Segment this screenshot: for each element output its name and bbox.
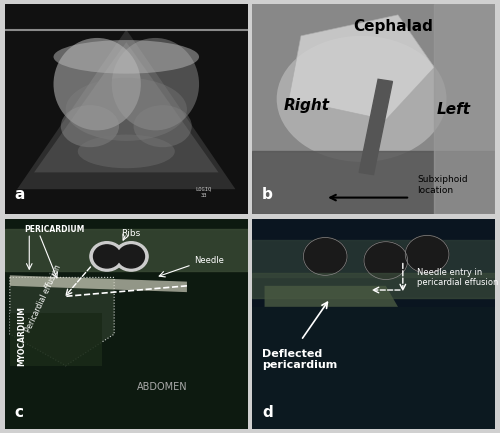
Circle shape bbox=[118, 245, 144, 268]
Text: LOGIQ
33: LOGIQ 33 bbox=[196, 187, 212, 197]
Text: b: b bbox=[262, 187, 273, 202]
Text: ABDOMEN: ABDOMEN bbox=[138, 381, 188, 392]
Text: MYOCARDIUM: MYOCARDIUM bbox=[18, 306, 26, 366]
Text: PERICARDIUM: PERICARDIUM bbox=[24, 225, 85, 234]
Text: c: c bbox=[14, 405, 24, 420]
Polygon shape bbox=[289, 15, 434, 120]
Text: Pericardial effusion: Pericardial effusion bbox=[24, 263, 64, 334]
Polygon shape bbox=[10, 275, 187, 292]
Text: Needle entry in
pericardial effusion: Needle entry in pericardial effusion bbox=[418, 268, 499, 287]
Polygon shape bbox=[10, 278, 114, 365]
Text: Ribs: Ribs bbox=[122, 229, 141, 238]
Ellipse shape bbox=[61, 105, 119, 147]
Text: Cephalad: Cephalad bbox=[353, 19, 433, 34]
Bar bbox=[252, 239, 495, 278]
Circle shape bbox=[364, 242, 408, 280]
Ellipse shape bbox=[276, 36, 446, 162]
Polygon shape bbox=[34, 42, 218, 172]
Circle shape bbox=[114, 242, 148, 271]
Ellipse shape bbox=[54, 40, 199, 74]
Ellipse shape bbox=[54, 38, 141, 130]
Text: Deflected
pericardium: Deflected pericardium bbox=[262, 349, 338, 371]
Polygon shape bbox=[264, 286, 398, 307]
Circle shape bbox=[94, 245, 120, 268]
Text: Subxiphoid
location: Subxiphoid location bbox=[418, 175, 468, 195]
Polygon shape bbox=[10, 313, 102, 365]
Polygon shape bbox=[17, 29, 235, 189]
Text: Left: Left bbox=[436, 102, 470, 117]
Text: Needle: Needle bbox=[194, 256, 224, 265]
Text: Right: Right bbox=[284, 98, 330, 113]
Bar bbox=[5, 229, 248, 271]
Bar bbox=[359, 79, 392, 174]
Ellipse shape bbox=[112, 38, 199, 130]
Text: a: a bbox=[14, 187, 25, 202]
Bar bbox=[434, 4, 495, 214]
Ellipse shape bbox=[78, 135, 175, 168]
Bar bbox=[252, 307, 495, 429]
Text: d: d bbox=[262, 405, 273, 420]
Ellipse shape bbox=[134, 105, 192, 147]
Bar bbox=[252, 273, 495, 298]
Circle shape bbox=[90, 242, 124, 271]
Ellipse shape bbox=[66, 78, 187, 141]
Bar bbox=[252, 152, 495, 214]
Circle shape bbox=[304, 238, 347, 275]
Circle shape bbox=[405, 236, 449, 273]
